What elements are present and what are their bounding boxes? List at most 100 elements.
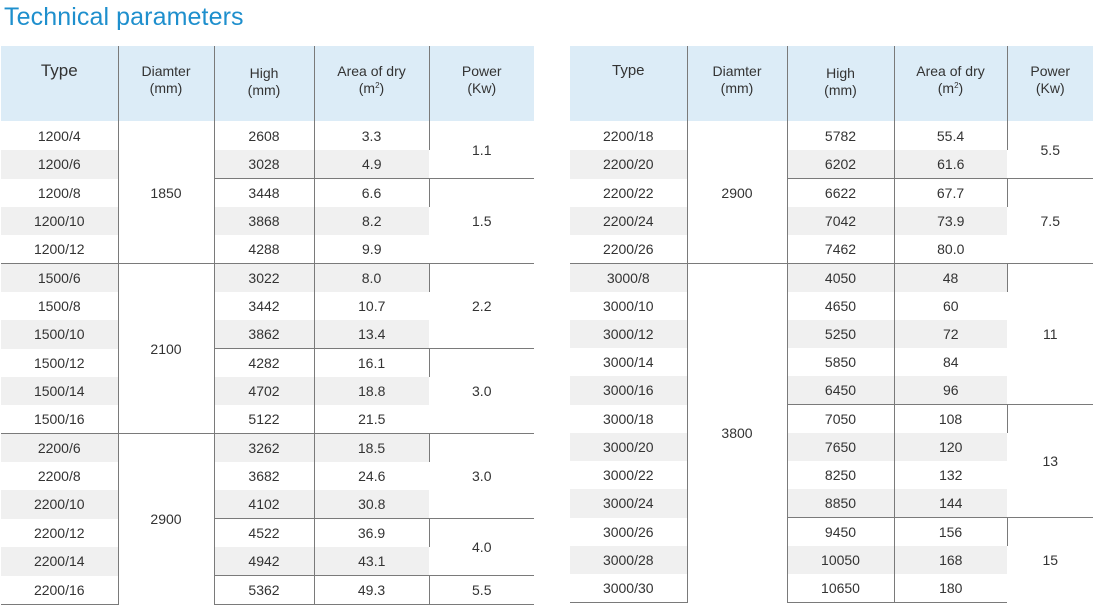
cell-area: 49.3 [314,575,430,605]
cell-type: 2200/26 [570,235,688,264]
header-high: High (mm) [787,46,895,122]
table-row: 1200/10 3868 8.2 [1,207,534,235]
cell-high: 7050 [787,404,895,433]
table-row: 2200/24 7042 73.9 [570,207,1093,235]
cell-area: 4.9 [314,150,429,179]
table-row: 1500/6 2100 3022 8.0 2.2 [1,263,534,434]
table-row: 3000/24 8850 144 [570,489,1093,518]
cell-area: 16.1 [314,348,430,377]
cell-power: 7.5 [1007,178,1093,264]
table-row: 2200/14 4942 43.1 [1,547,534,576]
cell-high: 6622 [787,178,895,207]
cell-diameter: 2100 [118,263,215,434]
cell-high: 7462 [787,235,895,264]
table-row: 1500/16 5122 21.5 [1,405,534,434]
table-row: 2200/20 6202 61.6 [570,150,1093,179]
cell-type: 1500/12 [1,348,119,377]
table-row: 3000/16 6450 96 [570,376,1093,405]
cell-high: 7042 [787,207,895,235]
table-row: 1500/14 4702 18.8 [1,377,534,405]
cell-type: 3000/28 [570,546,688,574]
cell-type: 2200/24 [570,207,688,235]
header-area: Area of dry (m2) [314,46,430,122]
cell-area: 168 [894,546,1007,574]
table-row: 2200/18 2900 5782 55.4 5.5 [570,121,1093,264]
cell-type: 1500/14 [1,377,119,405]
cell-area: 108 [894,404,1008,433]
cell-type: 2200/16 [1,575,119,605]
table-row: 2200/16 5362 49.3 5.5 [1,575,534,605]
cell-area: 3.3 [314,121,430,150]
table-row: 1500/12 4282 16.1 3.0 [1,348,534,434]
cell-high: 3682 [214,462,315,490]
cell-area: 80.0 [937,241,965,257]
cell-high: 4942 [214,547,315,576]
cell-area: 6.6 [314,178,430,207]
table-row: 1500/8 3442 10.7 [1,292,534,320]
cell-area: 96 [894,376,1007,405]
cell-high: 3448 [214,178,315,207]
cell-area: 18.8 [314,377,429,405]
cell-type: 3000/12 [570,320,688,348]
cell-area: 84 [942,354,959,370]
cell-area: 9.9 [362,241,382,257]
cell-high: 9450 [787,517,895,546]
cell-area: 18.5 [314,433,430,462]
cell-power: 2.2 [429,263,534,349]
table-row: 2200/10 4102 30.8 [1,490,534,519]
table-row: 2200/6 2900 3262 18.5 3.0 [1,433,534,605]
cell-area: 13.4 [314,320,429,349]
cell-type: 1200/6 [1,150,119,179]
cell-type: 2200/20 [570,150,688,179]
table-row: 3000/28 10050 168 [570,546,1093,574]
cell-type: 2200/10 [1,490,119,519]
cell-type: 1500/10 [1,320,119,349]
cell-type: 3000/26 [570,517,688,546]
cell-type: 1500/8 [1,292,119,320]
cell-area: 144 [894,489,1007,518]
cell-type: 2200/8 [1,462,119,490]
cell-high: 3442 [214,292,315,320]
cell-type: 1200/8 [1,178,119,207]
cell-type: 3000/22 [570,461,688,489]
cell-type: 3000/24 [570,489,688,518]
cell-high: 2608 [214,121,315,150]
cell-type: 1200/10 [1,207,119,235]
cell-type: 1200/12 [1,235,119,264]
cell-high: 10650 [787,574,895,603]
cell-area: 36.9 [314,518,430,547]
table-row: 1200/8 3448 6.6 1.5 [1,178,534,264]
table-row: 3000/22 8250 132 [570,461,1093,489]
cell-type: 2200/14 [1,547,119,576]
table-row: 3000/8 3800 4050 48 11 [570,263,1093,603]
header-area: Area of dry (m2) [894,46,1008,122]
cell-diameter: 2900 [687,121,788,264]
cell-type: 3000/20 [570,433,688,461]
cell-area: 10.7 [358,298,386,314]
cell-power: 15 [1007,517,1093,603]
cell-power: 4.0 [429,518,534,576]
cell-type: 2200/18 [570,121,688,150]
header-type: Type [570,46,688,122]
cell-type: 2200/6 [1,433,119,462]
cell-high: 3028 [214,150,315,179]
cell-diameter: 1850 [118,121,215,264]
cell-type: 3000/14 [570,348,688,376]
table-row: 3000/26 9450 156 15 [570,517,1093,603]
parameters-table-right: Type Diamter (mm) High (mm) Area of dry (m2… [570,46,1093,603]
cell-high: 8850 [787,489,895,518]
cell-high: 5850 [787,348,895,376]
cell-type: 3000/30 [570,574,688,603]
cell-diameter: 2900 [118,433,215,605]
cell-high: 5782 [787,121,895,150]
table-row: 3000/30 10650 180 [570,574,1093,603]
cell-type: 3000/10 [570,292,688,320]
cell-high: 7650 [787,433,895,461]
header-power: Power (Kw) [1007,46,1093,122]
cell-high: 8250 [787,461,895,489]
cell-high: 4702 [214,377,315,405]
cell-power: 3.0 [429,433,534,519]
cell-type: 3000/16 [570,376,688,405]
cell-type: 3000/8 [570,263,688,292]
cell-high: 3868 [214,207,315,235]
